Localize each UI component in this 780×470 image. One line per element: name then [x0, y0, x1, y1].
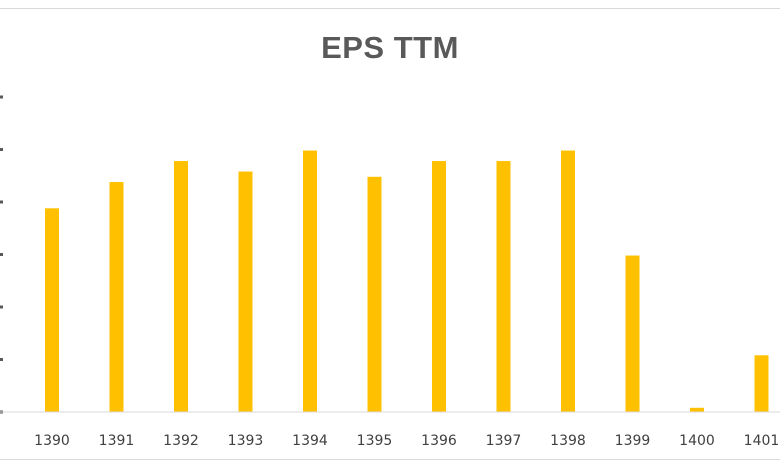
- bar-1392: [174, 161, 188, 412]
- x-axis-tick-labels: 1390 1391 1392 1393 1394 1395 1396 1397 1398 1399…: [34, 433, 779, 449]
- bar-series: [45, 150, 769, 413]
- bar-1394: [303, 150, 317, 413]
- bar-1397: [496, 161, 511, 412]
- bar-1400: [690, 407, 704, 412]
- x-tick-label-1392: 1392: [163, 433, 199, 449]
- y-axis-tick-3000: [0, 95, 3, 99]
- chart-title: EPS TTM: [321, 30, 459, 65]
- x-tick-label-1391: 1391: [99, 433, 135, 449]
- bar-1398: [561, 150, 575, 413]
- x-tick-label-1397: 1397: [486, 433, 522, 449]
- x-tick-label-1396: 1396: [421, 433, 457, 449]
- x-tick-label-1398: 1398: [550, 433, 586, 449]
- bar-1395: [367, 176, 382, 412]
- y-axis-tick-1500: [0, 253, 3, 256]
- bar-1399: [625, 255, 640, 412]
- chart-frame: [0, 8, 780, 460]
- y-axis-tick-1000: [0, 305, 3, 309]
- y-axis-tick-500: [0, 358, 3, 361]
- y-axis-tick-marks: [0, 95, 3, 414]
- y-axis-tick-2500: [0, 148, 3, 151]
- x-tick-label-1393: 1393: [228, 433, 264, 449]
- x-tick-label-1394: 1394: [292, 433, 328, 449]
- x-tick-label-1400: 1400: [679, 433, 715, 449]
- x-tick-label-1401: 1401: [744, 433, 780, 449]
- bar-1391: [109, 182, 124, 412]
- x-tick-label-1399: 1399: [615, 433, 651, 449]
- y-axis-tick-2000: [0, 200, 3, 204]
- bar-1390: [45, 208, 59, 412]
- bar-1401: [754, 355, 769, 412]
- x-tick-label-1390: 1390: [34, 433, 70, 449]
- bar-1396: [432, 161, 446, 412]
- bar-1393: [238, 171, 253, 412]
- x-tick-label-1395: 1395: [357, 433, 393, 449]
